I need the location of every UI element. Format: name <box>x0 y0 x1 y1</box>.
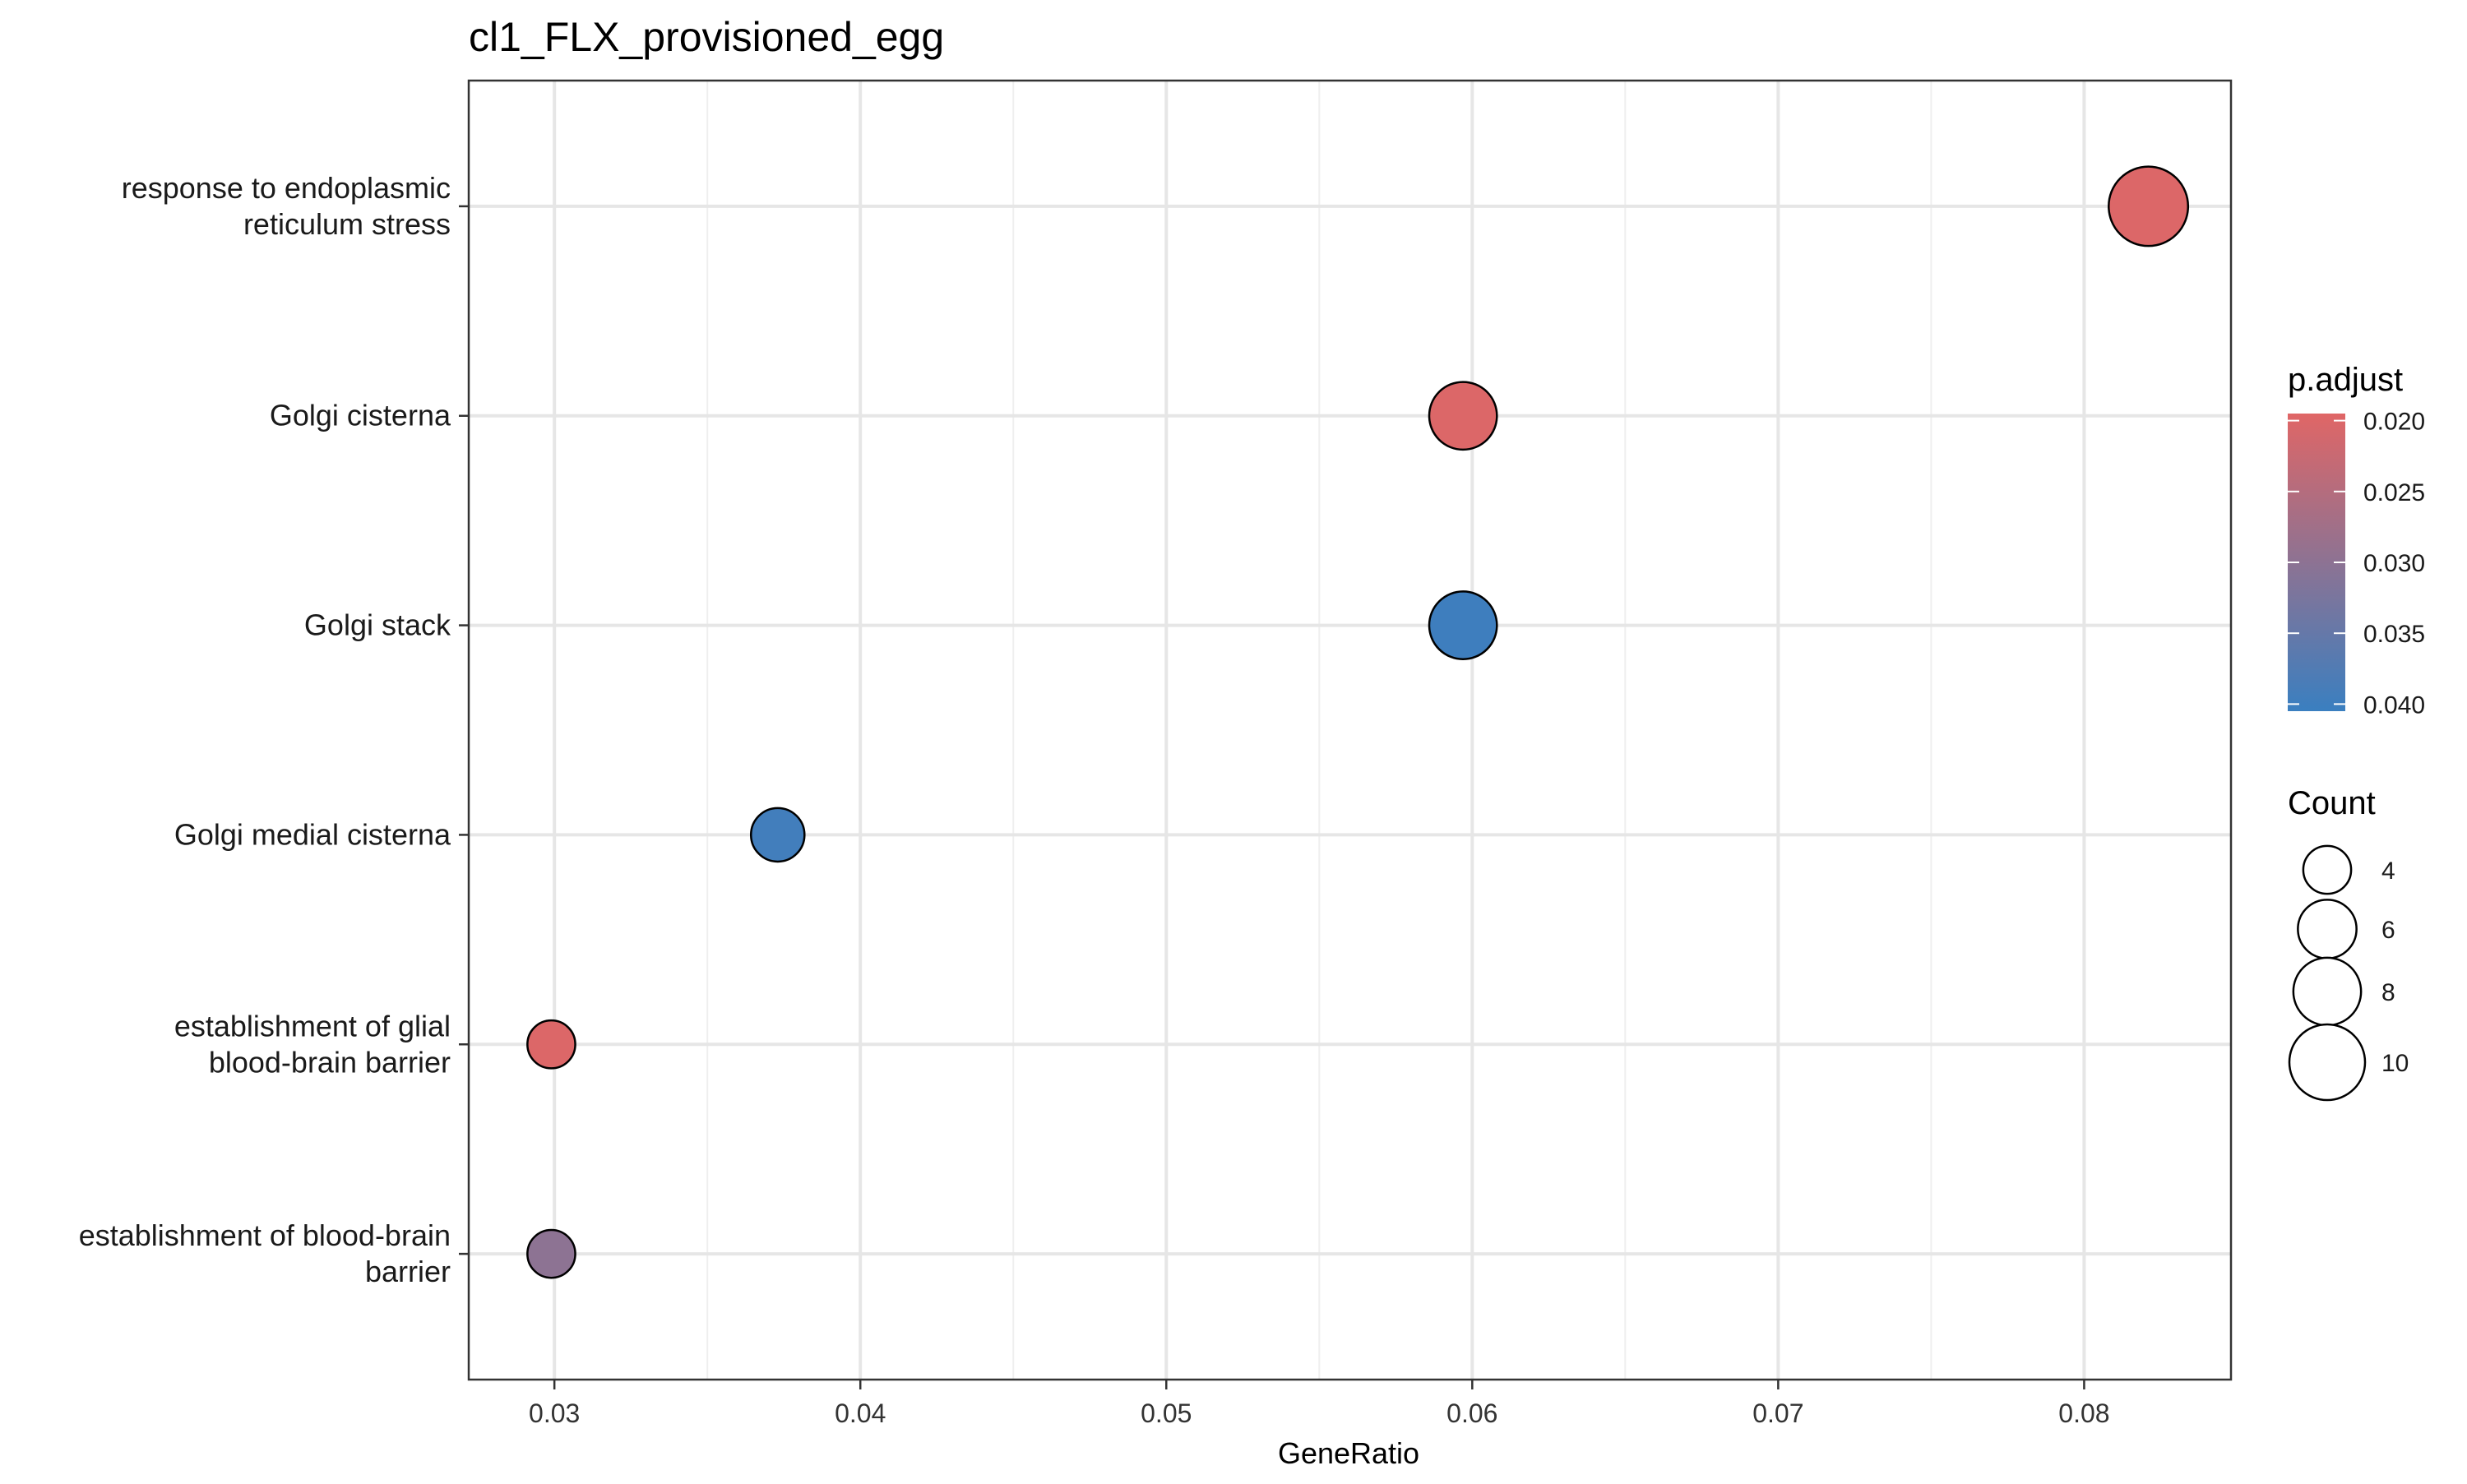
y-tick-label: blood-brain barrier <box>209 1045 451 1079</box>
y-tick-label: reticulum stress <box>243 207 451 241</box>
colorbar-tick-label: 0.025 <box>2363 479 2425 506</box>
size-legend-title: Count <box>2288 785 2376 821</box>
plot-panel <box>469 81 2231 1380</box>
data-point <box>1428 381 1498 451</box>
size-legend-key <box>2297 899 2358 959</box>
size-legend-label: 10 <box>2381 1050 2409 1077</box>
data-point <box>2108 165 2190 247</box>
y-tick-label: establishment of glial <box>174 1009 451 1042</box>
size-legend-key <box>2302 844 2353 895</box>
x-tick-label: 0.07 <box>1752 1398 1803 1428</box>
colorbar-tick-label: 0.035 <box>2363 621 2425 648</box>
y-tick-label: establishment of blood-brain <box>79 1218 451 1252</box>
y-tick-label: Golgi medial cisterna <box>174 817 451 851</box>
y-tick-label: Golgi cisterna <box>270 399 451 432</box>
x-axis-label: GeneRatio <box>1278 1436 1419 1470</box>
data-point <box>526 1228 576 1279</box>
data-point <box>526 1019 576 1070</box>
y-tick-label: response to endoplasmic <box>122 171 451 205</box>
chart-title: cl1_FLX_provisioned_egg <box>469 14 944 60</box>
colorbar-tick-label: 0.030 <box>2363 550 2425 577</box>
x-tick-label: 0.03 <box>529 1398 580 1428</box>
size-legend-key <box>2288 1023 2367 1102</box>
size-legend-key <box>2292 956 2363 1027</box>
x-tick-label: 0.06 <box>1446 1398 1497 1428</box>
color-legend-title: p.adjust <box>2288 362 2403 398</box>
y-tick-label: barrier <box>365 1255 451 1288</box>
size-legend-label: 4 <box>2381 858 2395 885</box>
size-legend-label: 8 <box>2381 979 2395 1006</box>
x-tick-label: 0.08 <box>2058 1398 2109 1428</box>
y-tick-label: Golgi stack <box>304 608 451 642</box>
x-tick-label: 0.05 <box>1141 1398 1192 1428</box>
data-point <box>1428 590 1498 660</box>
colorbar-tick-label: 0.040 <box>2363 691 2425 719</box>
data-point <box>749 807 806 863</box>
size-legend-label: 6 <box>2381 917 2395 944</box>
x-tick-label: 0.04 <box>835 1398 886 1428</box>
panel-border <box>467 79 2233 1381</box>
colorbar-tick-label: 0.020 <box>2363 409 2425 436</box>
